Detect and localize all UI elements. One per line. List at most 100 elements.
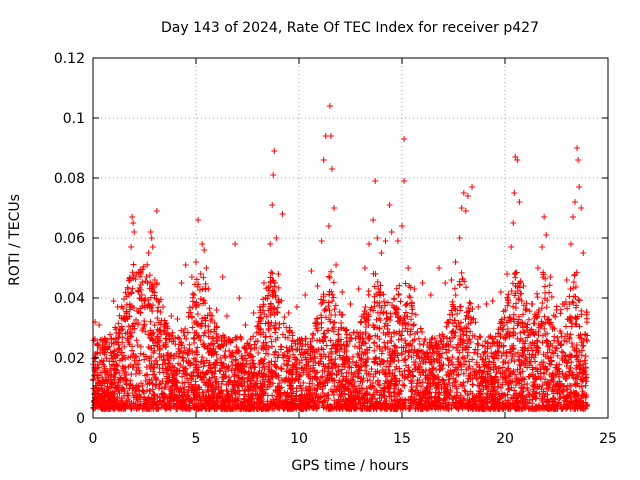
- background-point: [469, 381, 476, 388]
- background-point: [330, 279, 337, 286]
- background-point: [147, 318, 154, 325]
- background-point: [107, 331, 114, 338]
- background-point: [457, 307, 464, 314]
- background-point: [154, 361, 161, 368]
- background-point: [463, 284, 470, 291]
- background-point: [271, 361, 278, 368]
- background-point: [539, 300, 546, 307]
- background-point: [128, 371, 135, 378]
- background-point: [451, 285, 458, 292]
- background-point: [538, 320, 545, 327]
- background-point: [313, 325, 320, 332]
- background-point: [525, 316, 532, 323]
- background-point: [567, 364, 574, 371]
- background-point: [466, 336, 473, 343]
- background-point: [495, 349, 502, 356]
- background-point: [144, 261, 151, 268]
- background-point: [551, 333, 558, 340]
- background-point: [191, 292, 198, 299]
- background-point: [433, 366, 440, 373]
- background-point: [461, 387, 468, 394]
- background-point: [128, 347, 135, 354]
- background-point: [431, 375, 438, 382]
- background-point: [381, 298, 388, 305]
- background-point: [458, 269, 465, 276]
- background-point: [552, 344, 559, 351]
- background-point: [397, 298, 404, 305]
- background-point: [546, 282, 553, 289]
- background-point: [155, 339, 162, 346]
- background-point: [505, 386, 512, 393]
- background-point: [130, 261, 137, 268]
- background-point: [371, 283, 378, 290]
- background-point: [572, 293, 579, 300]
- background-point: [466, 299, 473, 306]
- background-point: [138, 291, 145, 298]
- background-point: [542, 289, 549, 296]
- background-point: [255, 350, 262, 357]
- background-point: [342, 396, 349, 403]
- background-point: [384, 315, 391, 322]
- background-point: [488, 349, 495, 356]
- background-point: [325, 273, 332, 280]
- background-point: [139, 387, 146, 394]
- background-point: [558, 348, 565, 355]
- background-point: [436, 332, 443, 339]
- background-point: [416, 392, 423, 399]
- background-point: [120, 296, 127, 303]
- background-point: [151, 364, 158, 371]
- background-point: [223, 387, 230, 394]
- background-point: [125, 395, 132, 402]
- background-point: [510, 325, 517, 332]
- background-point: [349, 353, 356, 360]
- background-point: [391, 295, 398, 302]
- background-point: [566, 334, 573, 341]
- background-point: [194, 311, 201, 318]
- background-point: [123, 301, 130, 308]
- background-point: [137, 350, 144, 357]
- background-point: [408, 384, 415, 391]
- background-point: [552, 313, 559, 320]
- background-point: [125, 323, 132, 330]
- background-point: [409, 337, 416, 344]
- background-point: [412, 311, 419, 318]
- background-point: [554, 352, 561, 359]
- background-point: [107, 349, 114, 356]
- background-point: [403, 309, 410, 316]
- background-point: [368, 366, 375, 373]
- background-point: [566, 316, 573, 323]
- background-point: [265, 327, 272, 334]
- background-point: [453, 323, 460, 330]
- background-point: [550, 312, 557, 319]
- background-point: [145, 300, 152, 307]
- background-point: [420, 341, 427, 348]
- background-point: [261, 311, 268, 318]
- background-point: [133, 367, 140, 374]
- background-point: [451, 379, 458, 386]
- background-point: [343, 326, 350, 333]
- background-point: [275, 284, 282, 291]
- background-point: [175, 334, 182, 341]
- background-point: [371, 303, 378, 310]
- background-point: [376, 382, 383, 389]
- background-point: [467, 328, 474, 335]
- background-point: [562, 323, 569, 330]
- background-point: [269, 392, 276, 399]
- background-point: [270, 380, 277, 387]
- background-point: [381, 339, 388, 346]
- background-point: [153, 357, 160, 364]
- background-point: [508, 357, 515, 364]
- background-point: [405, 352, 412, 359]
- background-point: [428, 336, 435, 343]
- background-point: [517, 390, 524, 397]
- background-point: [376, 355, 383, 362]
- background-point: [452, 292, 459, 299]
- background-point: [396, 377, 403, 384]
- background-point: [447, 367, 454, 374]
- background-point: [145, 343, 152, 350]
- background-point: [462, 316, 469, 323]
- background-point: [202, 280, 209, 287]
- background-point: [186, 304, 193, 311]
- background-point: [228, 358, 235, 365]
- background-point: [306, 380, 313, 387]
